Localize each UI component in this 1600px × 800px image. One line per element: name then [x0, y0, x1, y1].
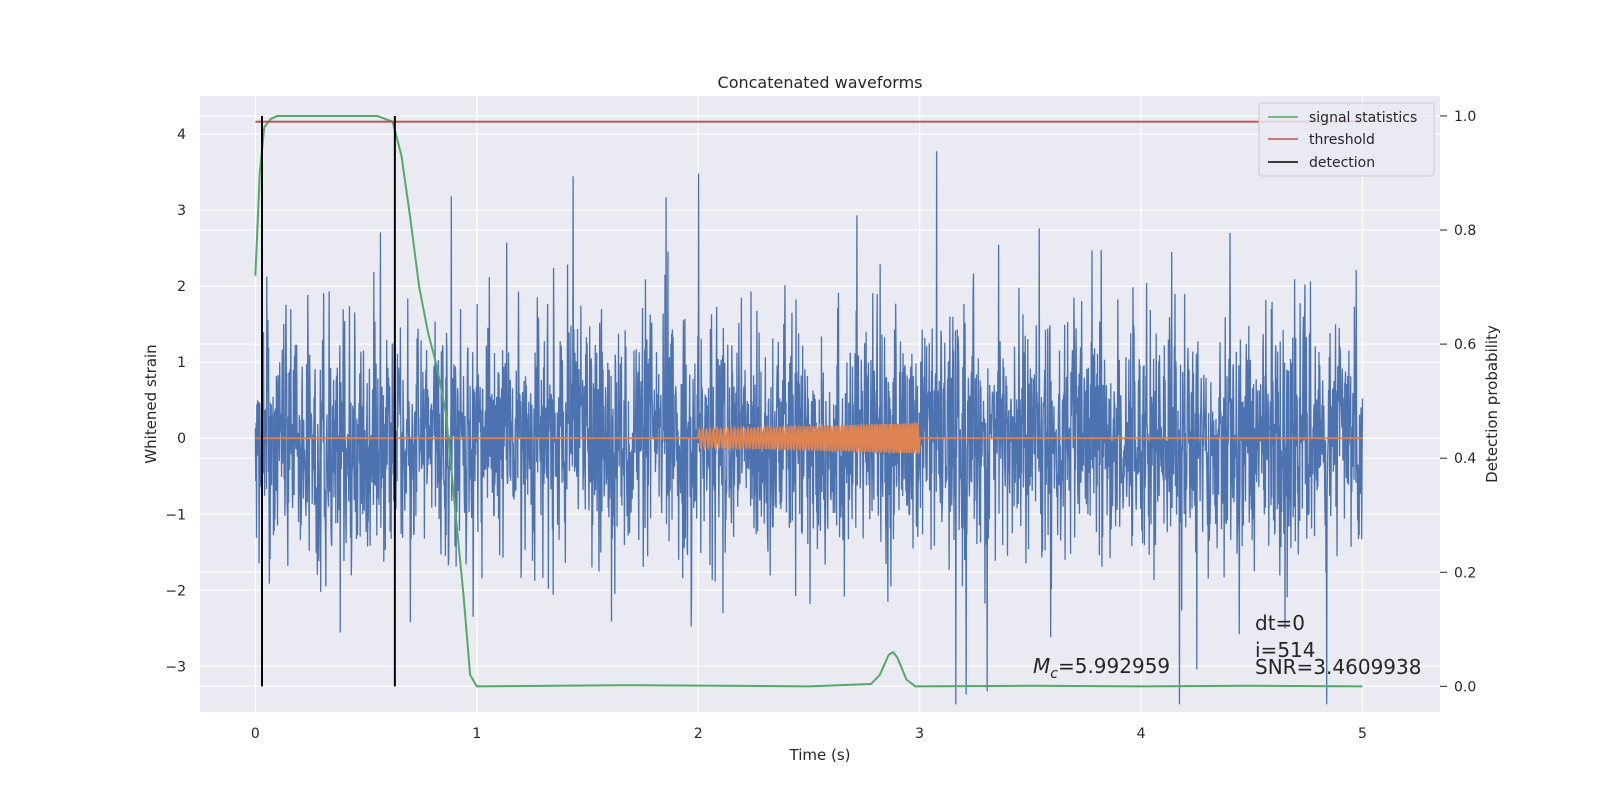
x-tick-label: 0 [251, 726, 260, 742]
annotation-mc: Mc=5.992959 [1033, 654, 1170, 682]
legend-label-detection: detection [1309, 155, 1375, 171]
y-tick-label-left: −3 [165, 659, 186, 675]
y-tick-label-right: 0.4 [1454, 451, 1476, 467]
annotations: Mc=5.992959 dt=0 i=514 SNR=3.4609938 [1033, 611, 1421, 682]
strain-line [254, 151, 1364, 705]
template-series [255, 421, 1363, 456]
y-tick-label-right: 0.0 [1454, 679, 1476, 695]
strain-series [254, 151, 1364, 705]
annotation-dt: dt=0 [1255, 611, 1305, 635]
x-tick-label: 4 [1137, 726, 1146, 742]
annotation-i: i=514 [1255, 638, 1316, 662]
y-tick-label-left: −1 [165, 507, 186, 523]
y-tick-label-left: 1 [177, 355, 186, 371]
legend-label-signal-statistics: signal statistics [1309, 110, 1417, 126]
x-tick-label: 3 [915, 726, 924, 742]
x-tick-label: 2 [694, 726, 703, 742]
y-tick-label-left: 4 [177, 127, 186, 143]
legend-label-threshold: threshold [1309, 132, 1375, 148]
y-tick-label-left: 2 [177, 279, 186, 295]
y-tick-label-right: 1.0 [1454, 109, 1476, 125]
x-tick-label: 5 [1358, 726, 1367, 742]
legend: signal statistics threshold detection [1258, 102, 1435, 177]
x-axis-label: Time (s) [789, 746, 851, 764]
signal-statistics-line [254, 114, 1363, 688]
y-tick-label-left: 3 [177, 203, 186, 219]
y-tick-label-left: −2 [165, 583, 186, 599]
y-tick-label-right: 0.6 [1454, 337, 1476, 353]
chart-title: Concatenated waveforms [718, 73, 923, 92]
detection-series [261, 115, 396, 687]
y-axis-label-right: Detection probability [1483, 325, 1501, 483]
y-tick-label-right: 0.8 [1454, 223, 1476, 239]
legend-box [1258, 102, 1435, 177]
x-tick-label: 1 [472, 726, 481, 742]
ticks: 0 1 2 3 4 5 −3 −2 −1 0 1 2 3 4 0.0 0.2 0.4 0.6 0.8 1.0 [165, 109, 1476, 742]
signal-statistics-series [254, 114, 1363, 688]
y-tick-label-left: 0 [177, 431, 186, 447]
template-line [255, 421, 1363, 456]
annotation-snr: SNR=3.4609938 [1255, 655, 1421, 679]
y-tick-label-right: 0.2 [1454, 565, 1476, 581]
y-axis-label-left: Whitened strain [142, 344, 160, 463]
